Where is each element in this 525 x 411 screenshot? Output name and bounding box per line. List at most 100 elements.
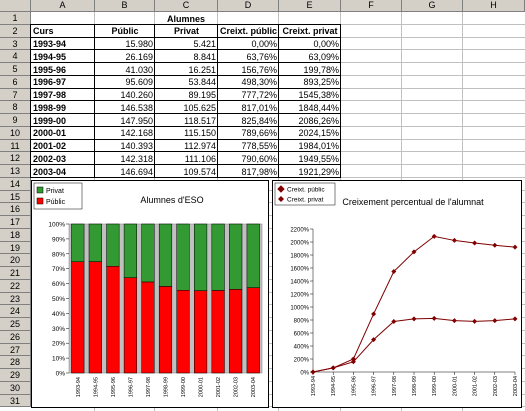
data-cell[interactable]: 2086,26% <box>298 115 339 126</box>
row-header-21[interactable]: 21 <box>0 267 31 280</box>
data-cell[interactable]: 790,60% <box>241 153 277 164</box>
data-cell[interactable]: 1848,44% <box>298 102 339 113</box>
row-header-6[interactable]: 6 <box>0 75 31 89</box>
data-cell[interactable]: 112.974 <box>184 141 216 151</box>
data-cell[interactable]: 15.980 <box>125 39 153 49</box>
data-cell[interactable]: 115.150 <box>184 128 216 139</box>
select-all-corner[interactable] <box>0 0 31 12</box>
column-header-b[interactable]: B <box>95 0 155 12</box>
data-cell[interactable]: 89.195 <box>188 90 216 100</box>
data-cell[interactable]: 2003-04 <box>33 166 67 177</box>
data-cell[interactable]: 53.844 <box>188 77 216 88</box>
data-cell[interactable]: 1984,01% <box>298 141 339 151</box>
data-cell[interactable]: 1995-96 <box>33 64 67 75</box>
row-header-14[interactable]: 14 <box>0 177 31 191</box>
row-header-26[interactable]: 26 <box>0 330 31 344</box>
data-cell[interactable]: 2002-03 <box>33 153 67 164</box>
data-cell[interactable]: 109.574 <box>183 166 216 177</box>
data-cell[interactable]: 95.609 <box>125 77 153 88</box>
data-cell[interactable]: 146.694 <box>120 166 153 177</box>
data-cell[interactable]: 16.251 <box>188 64 216 75</box>
data-cell[interactable]: 498,30% <box>241 77 277 88</box>
row-header-25[interactable]: 25 <box>0 318 31 331</box>
column-header-g[interactable]: G <box>402 0 463 12</box>
row-header-12[interactable]: 12 <box>0 152 31 165</box>
column-header-e[interactable]: E <box>279 0 341 12</box>
data-cell[interactable]: 26.169 <box>125 51 153 62</box>
data-cell[interactable]: 118.517 <box>184 115 216 126</box>
data-cell[interactable]: 817,01% <box>241 102 277 113</box>
column-header-a[interactable]: A <box>31 0 95 12</box>
row-header-1[interactable]: 1 <box>0 12 31 25</box>
data-cell[interactable]: 1997-98 <box>33 90 67 100</box>
data-cell[interactable]: 1998-99 <box>33 102 67 113</box>
chart-creixement-percentual[interactable]: Creixement percentual de l'alumnat Creixt… <box>272 180 522 408</box>
column-header-f[interactable]: F <box>341 0 402 12</box>
row-header-7[interactable]: 7 <box>0 88 31 102</box>
header-cell[interactable]: Públic <box>111 26 139 37</box>
header-cell[interactable]: Creixt. públic <box>220 26 278 37</box>
data-cell[interactable]: 0,00% <box>313 39 339 49</box>
row-header-16[interactable]: 16 <box>0 203 31 216</box>
data-cell[interactable]: 41.030 <box>125 64 153 75</box>
data-cell[interactable]: 1996-97 <box>33 77 67 88</box>
data-cell[interactable]: 2001-02 <box>33 141 67 151</box>
row-header-13[interactable]: 13 <box>0 165 31 178</box>
data-cell[interactable]: 1949,55% <box>298 153 339 164</box>
data-cell[interactable]: 142.318 <box>120 153 153 164</box>
row-header-28[interactable]: 28 <box>0 356 31 369</box>
row-header-27[interactable]: 27 <box>0 343 31 357</box>
data-cell[interactable]: 2000-01 <box>33 128 67 139</box>
data-cell[interactable]: 825,84% <box>241 115 277 126</box>
data-cell[interactable]: 2024,15% <box>298 128 339 139</box>
data-cell[interactable]: 63,76% <box>246 51 277 62</box>
table-title-cell[interactable]: Alumnes <box>166 13 205 24</box>
header-cell[interactable]: Creixt. privat <box>282 26 338 37</box>
row-header-18[interactable]: 18 <box>0 228 31 242</box>
data-cell[interactable]: 140.393 <box>120 141 153 151</box>
row-header-20[interactable]: 20 <box>0 254 31 267</box>
row-header-4[interactable]: 4 <box>0 50 31 63</box>
row-header-24[interactable]: 24 <box>0 305 31 318</box>
row-header-10[interactable]: 10 <box>0 126 31 140</box>
data-cell[interactable]: 8.841 <box>193 51 216 62</box>
data-cell[interactable]: 893,25% <box>303 77 339 88</box>
row-header-3[interactable]: 3 <box>0 37 31 51</box>
data-cell[interactable]: 156,76% <box>241 64 277 75</box>
data-cell[interactable]: 1545,38% <box>298 90 339 100</box>
header-cell[interactable]: Curs <box>33 26 54 37</box>
column-header-d[interactable]: D <box>218 0 279 12</box>
row-header-17[interactable]: 17 <box>0 216 31 229</box>
data-cell[interactable]: 105.625 <box>183 102 216 113</box>
data-cell[interactable]: 147.950 <box>120 115 153 126</box>
data-cell[interactable]: 5.421 <box>193 39 216 49</box>
row-header-19[interactable]: 19 <box>0 241 31 255</box>
data-cell[interactable]: 1993-94 <box>33 39 67 49</box>
row-header-31[interactable]: 31 <box>0 394 31 408</box>
row-header-22[interactable]: 22 <box>0 279 31 293</box>
row-header-15[interactable]: 15 <box>0 190 31 204</box>
data-cell[interactable]: 778,55% <box>241 141 277 151</box>
header-cell[interactable]: Privat <box>173 26 199 37</box>
data-cell[interactable]: 777,72% <box>241 90 277 100</box>
row-header-23[interactable]: 23 <box>0 292 31 306</box>
data-cell[interactable]: 789,66% <box>241 128 277 139</box>
data-cell[interactable]: 1999-00 <box>33 115 67 126</box>
data-cell[interactable]: 817,98% <box>241 166 277 177</box>
row-header-11[interactable]: 11 <box>0 139 31 153</box>
data-cell[interactable]: 146.538 <box>120 102 153 113</box>
row-header-29[interactable]: 29 <box>0 369 31 382</box>
data-cell[interactable]: 1921,29% <box>298 166 339 177</box>
data-cell[interactable]: 1994-95 <box>33 51 67 62</box>
data-cell[interactable]: 140.260 <box>120 90 153 100</box>
data-cell[interactable]: 199,78% <box>303 64 339 75</box>
data-cell[interactable]: 0,00% <box>251 39 277 49</box>
row-header-8[interactable]: 8 <box>0 101 31 114</box>
row-header-2[interactable]: 2 <box>0 24 31 38</box>
column-header-h[interactable]: H <box>463 0 525 12</box>
column-header-c[interactable]: C <box>155 0 218 12</box>
chart-alumnes-eso[interactable]: Alumnes d'ESO Privat Públic 0% 10% 20% 30% 40% 5… <box>31 180 269 408</box>
data-cell[interactable]: 142.168 <box>120 128 153 139</box>
data-cell[interactable]: 63,09% <box>308 51 339 62</box>
row-header-5[interactable]: 5 <box>0 63 31 76</box>
